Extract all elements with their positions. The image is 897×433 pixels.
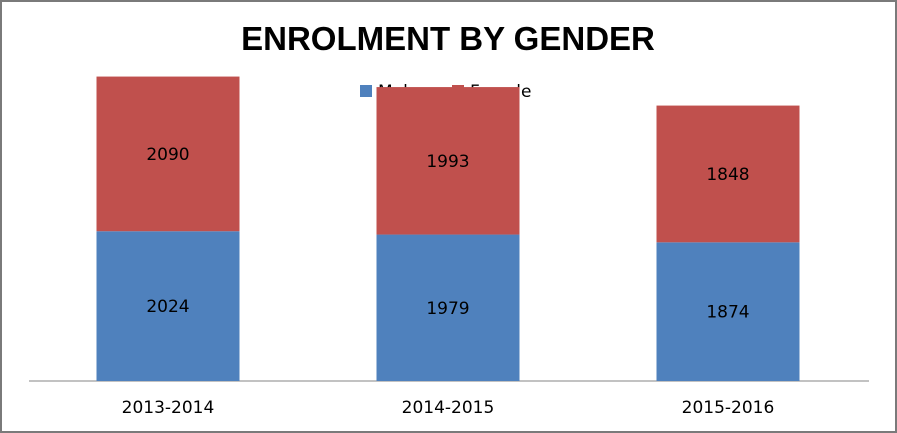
data-label-female-2014-2015: 1993 (426, 152, 469, 172)
chart-title: ENROLMENT BY GENDER (241, 20, 655, 57)
bar-male-2015-2016 (656, 242, 800, 381)
data-label-male-2015-2016: 1874 (706, 303, 749, 323)
bar-male-2013-2014 (96, 231, 240, 381)
bar-female-2013-2014 (96, 76, 240, 232)
bar-male-2014-2015 (376, 234, 520, 381)
data-label-male-2014-2015: 1979 (426, 299, 469, 319)
bar-female-2015-2016 (656, 105, 800, 243)
x-tick-label: 2014-2015 (402, 398, 495, 418)
x-tick-labels: 2013-2014 2014-2015 2015-2016 (122, 398, 775, 418)
data-label-female-2013-2014: 2090 (146, 145, 189, 165)
x-tick-label: 2015-2016 (682, 398, 775, 418)
bars-layer (96, 76, 800, 381)
data-label-female-2015-2016: 1848 (706, 165, 749, 185)
x-tick-label: 2013-2014 (122, 398, 215, 418)
legend-swatch-male (360, 85, 372, 97)
bar-female-2014-2015 (376, 87, 520, 235)
labels-layer: 2024 2090 1979 1993 1874 1848 (146, 145, 749, 323)
data-label-male-2013-2014: 2024 (146, 297, 189, 317)
